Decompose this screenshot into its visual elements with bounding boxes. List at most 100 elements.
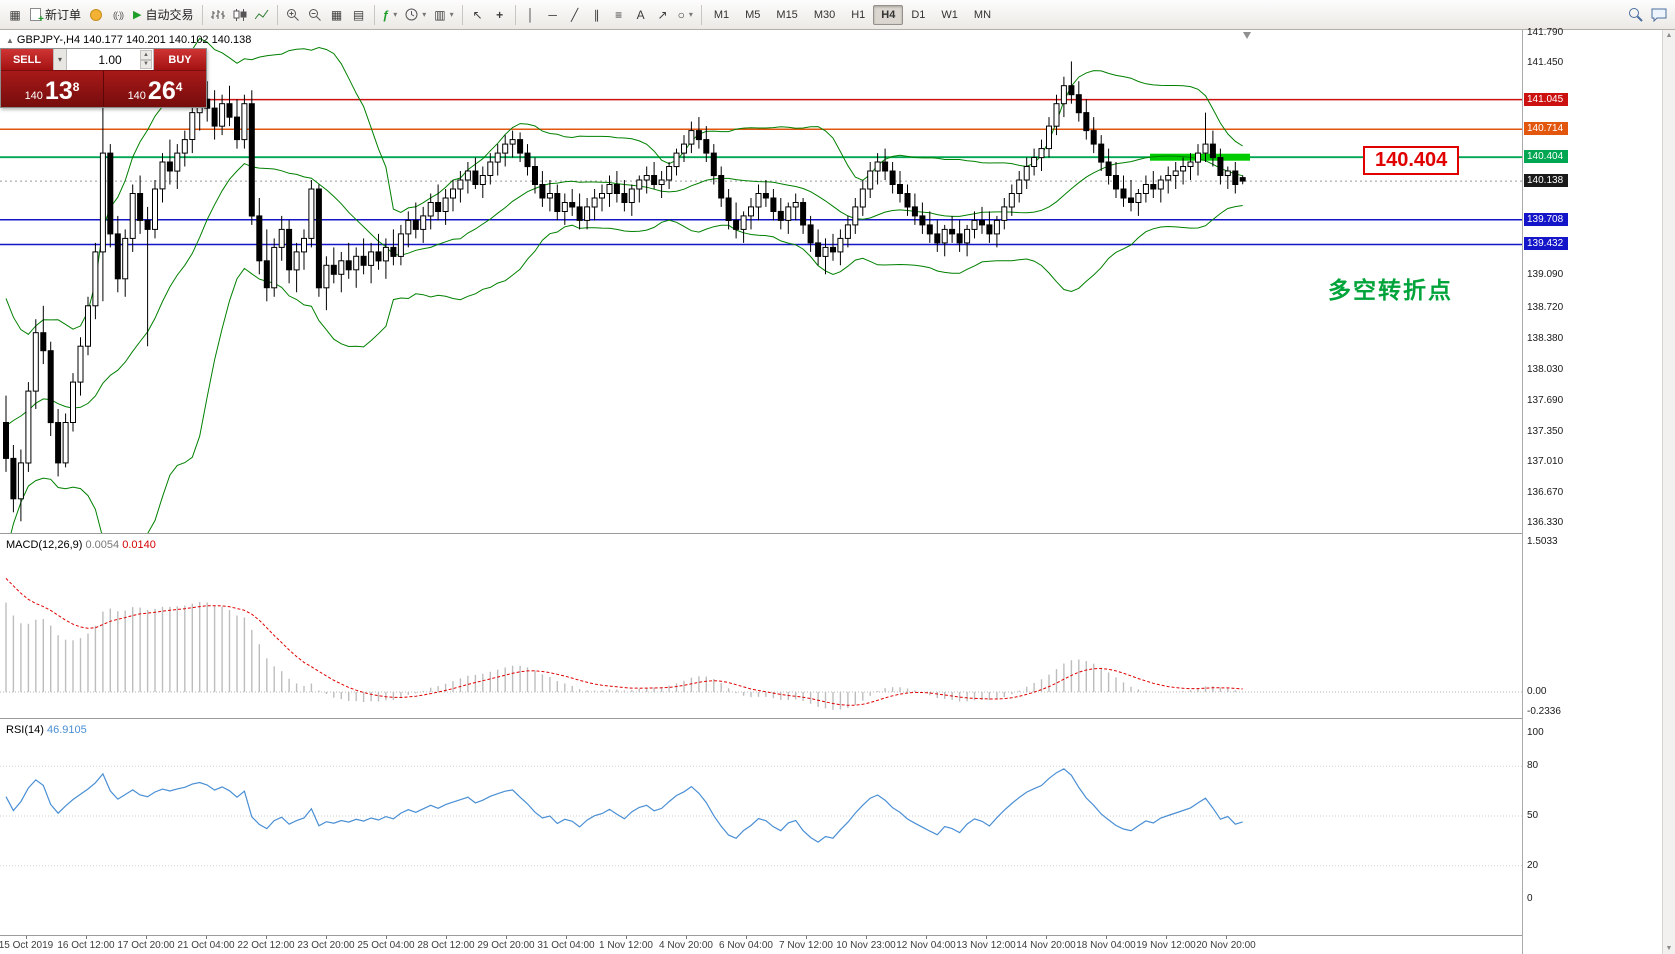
time-label: 13 Nov 12:00 bbox=[956, 940, 1016, 951]
zoom-out-icon[interactable] bbox=[304, 4, 326, 26]
buy-button[interactable]: BUY bbox=[154, 49, 206, 70]
macd-scale-tick: -0.2336 bbox=[1527, 706, 1561, 717]
rsi-scale-tick: 80 bbox=[1527, 760, 1539, 771]
chat-icon[interactable] bbox=[1647, 4, 1671, 26]
timeframe-M30[interactable]: M30 bbox=[813, 8, 836, 21]
price-level-tag: 141.045 bbox=[1524, 93, 1568, 106]
search-icon[interactable] bbox=[1624, 4, 1647, 26]
panel-separator[interactable] bbox=[0, 718, 1568, 719]
crosshair-icon[interactable]: + bbox=[496, 7, 504, 22]
price-level-text-box[interactable]: 140.404 bbox=[1363, 146, 1460, 175]
price-tick: 136.670 bbox=[1527, 487, 1564, 498]
one-click-toggle-icon[interactable]: ▲ bbox=[6, 36, 14, 45]
time-tick bbox=[1106, 936, 1107, 939]
zoom-in-icon[interactable] bbox=[282, 4, 304, 26]
macd-indicator-label: MACD(12,26,9) 0.0054 0.0140 bbox=[6, 539, 156, 551]
timeframe-M5[interactable]: M5 bbox=[745, 8, 761, 21]
chart-shift-marker[interactable] bbox=[1243, 32, 1251, 39]
volume-up-button[interactable]: ▲ bbox=[140, 50, 152, 60]
timeframe-D1[interactable]: D1 bbox=[911, 8, 926, 21]
timeframe-H4[interactable]: H4 bbox=[873, 4, 904, 25]
price-tick: 137.010 bbox=[1527, 456, 1564, 467]
separator bbox=[700, 4, 702, 25]
time-tick bbox=[386, 936, 387, 939]
macd-signal-value: 0.0140 bbox=[122, 539, 156, 551]
scroll-up-icon[interactable]: ▲ bbox=[1665, 32, 1673, 39]
price-tick: 138.030 bbox=[1527, 364, 1564, 375]
new-order-button[interactable]: 新订单 bbox=[26, 4, 85, 26]
play-icon: ▶ bbox=[133, 9, 142, 21]
community-icon[interactable] bbox=[85, 4, 107, 26]
time-label: 31 Oct 04:00 bbox=[537, 940, 595, 951]
separator bbox=[514, 4, 516, 25]
time-label: 23 Oct 20:00 bbox=[297, 940, 355, 951]
sell-button[interactable]: SELL bbox=[1, 49, 53, 70]
indicator-line bbox=[10, 205, 1243, 533]
fibonacci-icon[interactable]: ≡ bbox=[615, 7, 623, 22]
price-level-tag: 139.708 bbox=[1524, 213, 1568, 226]
shapes-icon[interactable]: ○ ▾ bbox=[677, 7, 693, 22]
text-icon[interactable]: A bbox=[636, 7, 645, 22]
time-tick bbox=[146, 936, 147, 939]
time-label: 18 Nov 04:00 bbox=[1076, 940, 1136, 951]
line-chart-type-icon[interactable] bbox=[251, 4, 273, 26]
rsi-line bbox=[5, 768, 1243, 843]
price-scale[interactable]: 141.790 141.450 139.090 138.720 138.380 138.0… bbox=[1522, 27, 1568, 954]
timeframe-M1[interactable]: M1 bbox=[713, 8, 730, 21]
bar-chart-type-icon[interactable] bbox=[207, 4, 229, 26]
price-tick: 141.450 bbox=[1527, 57, 1564, 68]
rsi-panel[interactable] bbox=[0, 719, 1522, 935]
time-label: 10 Nov 23:00 bbox=[836, 940, 896, 951]
auto-arrange-icon[interactable]: ▤ bbox=[352, 7, 365, 22]
price-tick: 141.790 bbox=[1527, 27, 1564, 38]
time-tick bbox=[626, 936, 627, 939]
timeframe-H1[interactable]: H1 bbox=[851, 8, 866, 21]
time-tick bbox=[1226, 936, 1227, 939]
scroll-down-icon[interactable]: ▼ bbox=[1665, 945, 1673, 952]
tile-windows-icon[interactable]: ▦ bbox=[330, 7, 343, 22]
volume-field: ▲ ▼ bbox=[67, 49, 154, 70]
timeframe-M15[interactable]: M15 bbox=[776, 8, 798, 21]
cursor-icon[interactable]: ↖ bbox=[472, 7, 483, 22]
candles bbox=[3, 61, 1246, 522]
new-chart-icon[interactable]: ▦ bbox=[9, 7, 21, 22]
price-tick: 136.330 bbox=[1527, 517, 1564, 528]
volume-dropdown[interactable]: ▾ bbox=[53, 49, 67, 70]
time-tick bbox=[326, 936, 327, 939]
price-level-tag: 139.432 bbox=[1524, 237, 1568, 250]
main-chart[interactable] bbox=[0, 30, 1522, 533]
timeframe-group: M1 M5 M15 M30 H1 H4 D1 W1 MN bbox=[706, 4, 999, 25]
price-tick: 138.720 bbox=[1527, 302, 1564, 313]
periods-icon[interactable]: ▾ bbox=[401, 4, 430, 26]
time-label: 21 Oct 04:00 bbox=[177, 940, 235, 951]
macd-panel[interactable] bbox=[0, 534, 1522, 718]
volume-down-button[interactable]: ▼ bbox=[140, 59, 152, 69]
price-tick: 139.090 bbox=[1527, 269, 1564, 280]
signals-icon[interactable]: ((·)) bbox=[113, 9, 124, 20]
vertical-scrollbar[interactable]: ▲ ▼ bbox=[1662, 30, 1675, 954]
timeframe-MN[interactable]: MN bbox=[973, 8, 992, 21]
arrow-tool-icon[interactable]: ↗ bbox=[657, 7, 668, 22]
buy-price-button[interactable]: 140 26 4 bbox=[104, 71, 206, 107]
timeframe-W1[interactable]: W1 bbox=[941, 8, 958, 21]
trendline-icon[interactable]: ╱ bbox=[570, 7, 579, 22]
panel-separator[interactable] bbox=[0, 533, 1568, 534]
sell-price-button[interactable]: 140 13 8 bbox=[1, 71, 104, 107]
autotrade-button[interactable]: ▶ 自动交易 bbox=[129, 4, 197, 26]
vertical-line-icon[interactable]: │ bbox=[526, 7, 535, 22]
time-label: 6 Nov 04:00 bbox=[719, 940, 773, 951]
right-margin bbox=[1568, 30, 1662, 954]
time-label: 28 Oct 12:00 bbox=[417, 940, 475, 951]
annotation-text-cn[interactable]: 多空转折点 bbox=[1328, 277, 1453, 303]
time-tick bbox=[926, 936, 927, 939]
indicators-icon[interactable]: ƒ ▾ bbox=[382, 7, 398, 22]
channel-icon[interactable]: ∥ bbox=[593, 7, 600, 22]
horizontal-line-icon[interactable]: ─ bbox=[548, 7, 557, 22]
time-tick bbox=[1166, 936, 1167, 939]
separator bbox=[461, 4, 463, 25]
volume-input[interactable] bbox=[67, 49, 153, 70]
candle-chart-type-icon[interactable] bbox=[229, 4, 251, 26]
time-axis[interactable]: 15 Oct 2019 16 Oct 12:00 17 Oct 20:00 21 Oc… bbox=[0, 935, 1522, 954]
templates-icon[interactable]: ▥ ▾ bbox=[434, 7, 454, 22]
